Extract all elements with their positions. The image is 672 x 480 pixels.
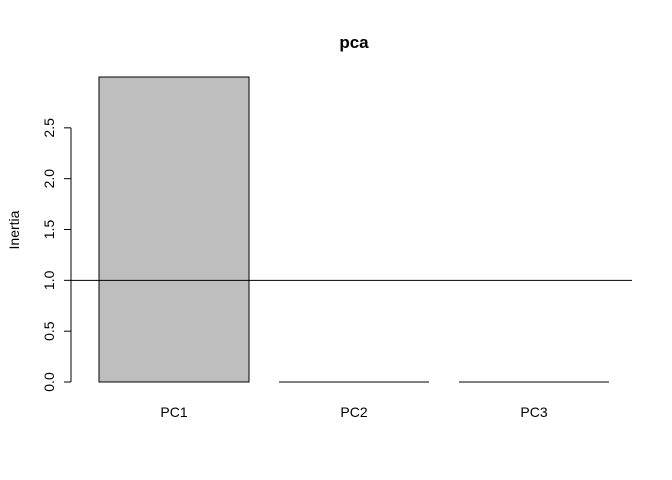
y-tick-label: 0.5: [41, 321, 57, 341]
y-tick-label: 2.0: [41, 169, 57, 189]
y-axis-label: Inertia: [6, 210, 22, 249]
y-axis: 0.0 0.5 1.0 1.5 2.0 2.5: [41, 118, 72, 392]
bars: [98, 76, 609, 383]
y-tick-label: 1.0: [41, 270, 57, 290]
chart-title: pca: [339, 33, 369, 52]
x-tick-labels: PC1 PC2 PC3: [160, 404, 547, 420]
x-tick-label: PC3: [520, 404, 547, 420]
x-tick-label: PC2: [340, 404, 367, 420]
y-tick-label: 0.0: [41, 372, 57, 392]
y-tick-label: 2.5: [41, 118, 57, 138]
bar-pc1: [98, 76, 250, 383]
x-tick-label: PC1: [160, 404, 187, 420]
y-tick-label: 1.5: [41, 220, 57, 240]
